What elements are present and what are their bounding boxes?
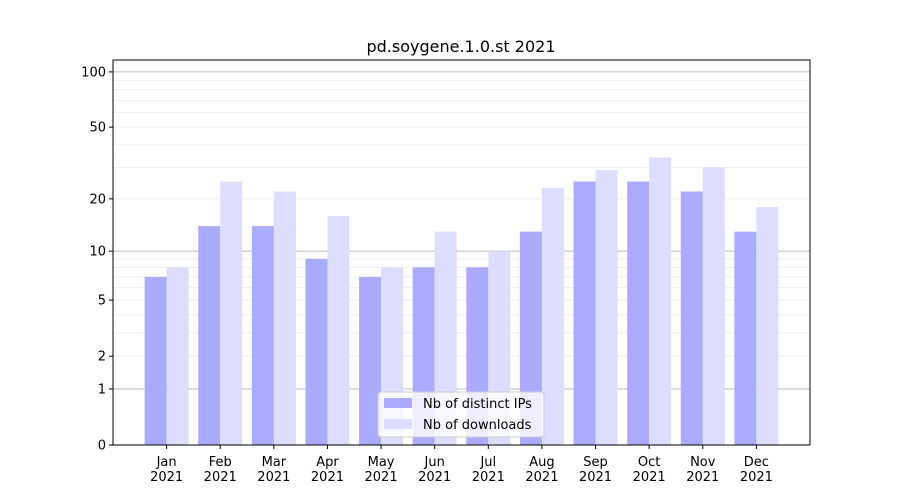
bar-downloads — [166, 267, 189, 445]
bar-distinct-ips — [251, 226, 274, 445]
bar-distinct-ips — [573, 181, 596, 445]
bar-downloads — [541, 188, 564, 445]
plot-frame — [112, 59, 811, 446]
bar-distinct-ips — [144, 276, 167, 445]
x-tick-label: Aug 2021 — [525, 455, 558, 485]
legend-label: Nb of distinct IPs — [423, 397, 532, 412]
bar-downloads — [649, 157, 672, 446]
x-tick-label: Sep 2021 — [579, 455, 612, 485]
bar-distinct-ips — [627, 181, 650, 445]
legend-label: Nb of downloads — [423, 418, 532, 433]
x-tick-label: Apr 2021 — [311, 455, 344, 485]
bar-distinct-ips — [305, 258, 328, 445]
y-tick-label: 5 — [98, 294, 106, 309]
x-tick-label: Feb 2021 — [204, 455, 237, 485]
bar-downloads — [756, 206, 779, 445]
bar-downloads — [595, 170, 618, 445]
y-tick-label: 20 — [89, 192, 106, 207]
x-tick-label: May 2021 — [365, 455, 398, 485]
chart-title: pd.soygene.1.0.st 2021 — [366, 37, 555, 56]
bar-distinct-ips — [680, 191, 703, 445]
bar-downloads — [273, 191, 296, 445]
x-tick-label: Dec 2021 — [740, 455, 773, 485]
x-tick-label: Nov 2021 — [686, 455, 719, 485]
bar-distinct-ips — [198, 226, 221, 445]
legend-swatch — [384, 398, 412, 408]
x-tick-label: Jun 2021 — [418, 455, 451, 485]
y-tick-label: 50 — [89, 121, 106, 136]
y-tick-label: 0 — [98, 439, 106, 454]
bar-distinct-ips — [734, 231, 757, 445]
legend: Nb of distinct IPs Nb of downloads — [377, 391, 545, 438]
x-tick-label: Oct 2021 — [633, 455, 666, 485]
bar-downloads — [220, 181, 243, 445]
y-tick-label: 2 — [98, 350, 106, 365]
y-tick-label: 100 — [81, 65, 106, 80]
bar-downloads — [327, 215, 350, 445]
x-tick-label: Mar 2021 — [257, 455, 290, 485]
bar-distinct-ips — [359, 276, 382, 445]
bar-downloads — [702, 167, 725, 446]
x-tick-label: Jul 2021 — [472, 455, 505, 485]
x-tick-label: Jan 2021 — [150, 455, 183, 485]
y-tick-label: 10 — [89, 245, 106, 260]
legend-swatch — [384, 419, 412, 429]
y-tick-label: 1 — [98, 382, 106, 397]
